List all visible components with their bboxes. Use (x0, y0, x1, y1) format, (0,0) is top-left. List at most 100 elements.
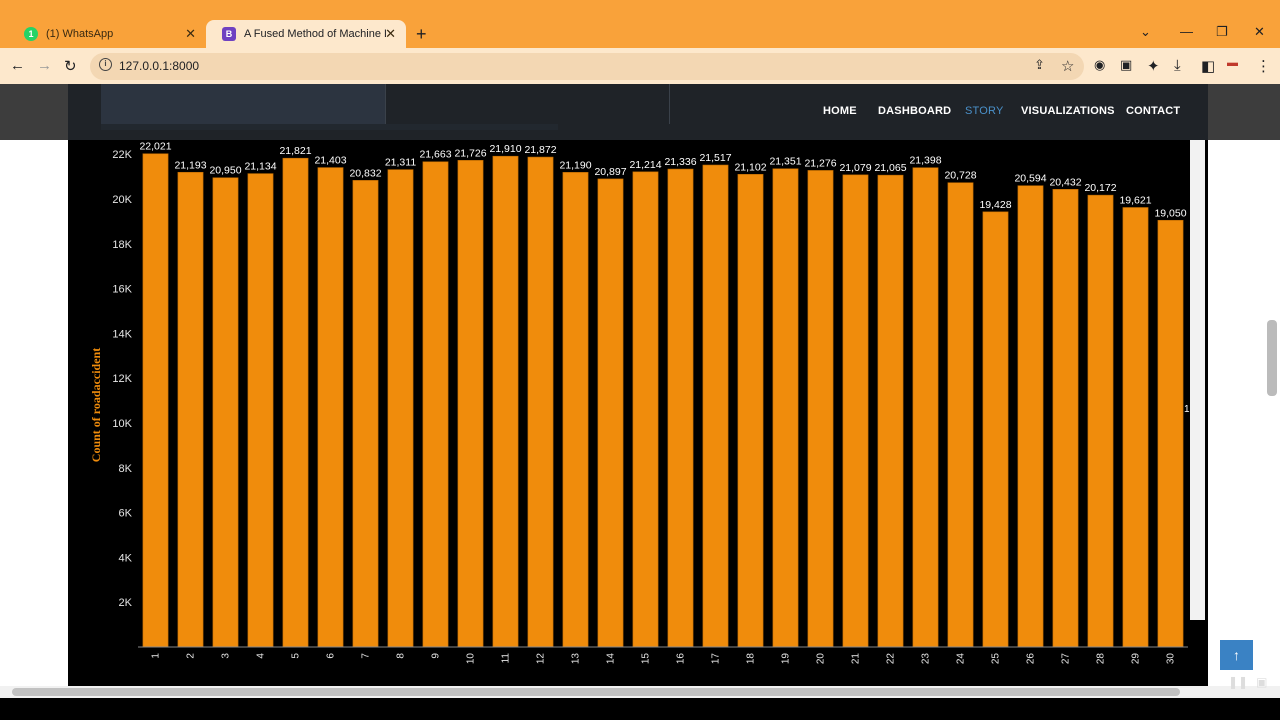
bar-6[interactable] (317, 167, 344, 648)
x-tick-label: 12 (536, 653, 547, 665)
x-tick-label: 4 (256, 653, 267, 659)
bar-7[interactable] (352, 180, 379, 648)
tab-fused-method[interactable]: B A Fused Method of Machine Lear ✕ (206, 20, 406, 48)
vertical-scrollbar[interactable] (1267, 320, 1277, 396)
bar-23[interactable] (912, 167, 939, 648)
extension-icon[interactable]: ▣ (1120, 57, 1133, 72)
nav-visualizations[interactable]: VISUALIZATIONS (1021, 105, 1115, 117)
x-tick-label: 9 (431, 653, 442, 659)
bar-17[interactable] (702, 164, 729, 648)
bookmark-star-icon[interactable]: ☆ (1061, 58, 1075, 75)
bar-21[interactable] (842, 174, 869, 648)
side-panel-icon[interactable]: ◧ (1201, 58, 1216, 75)
data-label: 19,428 (979, 199, 1011, 211)
nav-contact[interactable]: CONTACT (1126, 105, 1181, 117)
x-tick-label: 21 (851, 653, 862, 665)
x-tick-label: 7 (361, 653, 372, 659)
pause-icon[interactable]: ❚❚ (1228, 675, 1249, 689)
x-tick-label: 27 (1061, 653, 1072, 665)
puzzle-extensions-icon[interactable]: ✦ (1147, 58, 1160, 75)
bar-12[interactable] (527, 156, 554, 648)
scroll-to-top-button[interactable]: ↑ (1220, 640, 1253, 670)
data-label: 19,621 (1119, 194, 1151, 206)
x-tick-label: 25 (991, 653, 1002, 665)
picture-in-picture-icon[interactable]: ▣ (1256, 675, 1268, 689)
data-label: 21,214 (629, 159, 661, 171)
arrow-up-icon: ↑ (1233, 647, 1240, 663)
share-icon[interactable]: ⇪ (1034, 57, 1045, 72)
bar-29[interactable] (1122, 207, 1149, 648)
bar-26[interactable] (1017, 185, 1044, 648)
bar-10[interactable] (457, 160, 484, 648)
reload-icon[interactable]: ↻ (64, 58, 77, 75)
profile-badge-icon[interactable]: ▬ (1227, 57, 1238, 69)
data-label: 21,276 (804, 157, 836, 169)
bar-1[interactable] (142, 153, 169, 648)
restore-icon[interactable]: ❐ (1216, 24, 1228, 39)
bar-20[interactable] (807, 170, 834, 648)
menu-kebab-icon[interactable]: ⋮ (1256, 58, 1271, 75)
header-divider (669, 84, 670, 124)
data-label: 21,398 (909, 155, 941, 167)
bar-18[interactable] (737, 174, 764, 648)
bar-8[interactable] (387, 169, 414, 648)
y-tick-label: 14K (112, 328, 132, 340)
close-window-icon[interactable]: ✕ (1254, 24, 1265, 39)
bar-27[interactable] (1052, 189, 1079, 648)
url-text[interactable]: 127.0.0.1:8000 (119, 59, 200, 73)
video-player-controls: ❚❚ ▣ (1222, 670, 1276, 694)
tab-whatsapp[interactable]: 1 (1) WhatsApp ✕ (8, 20, 206, 48)
tab-search-icon[interactable]: ⌄ (1140, 24, 1151, 39)
extension-panda-icon[interactable]: ◉ (1094, 57, 1106, 72)
bar-15[interactable] (632, 171, 659, 648)
data-label: 19,050 (1154, 207, 1186, 219)
data-label: 20,832 (349, 167, 381, 179)
x-tick-label: 29 (1131, 653, 1142, 665)
nav-home[interactable]: HOME (823, 105, 857, 117)
bar-4[interactable] (247, 173, 274, 648)
y-tick-label: 4K (119, 552, 133, 564)
y-tick-label: 8K (119, 463, 133, 475)
minimize-icon[interactable]: — (1180, 24, 1193, 39)
bar-19[interactable] (772, 168, 799, 648)
close-tab-icon[interactable]: ✕ (385, 26, 396, 41)
x-axis: 1 2 3 4 5 6 7 8 9 10 11 12 13 14 15 16 17 18 19 20 21 22 23 24 2… (138, 646, 1188, 665)
bar-9[interactable] (422, 161, 449, 648)
y-tick-label: 12K (112, 373, 132, 385)
bar-24[interactable] (947, 182, 974, 648)
horizontal-scrollbar[interactable] (12, 688, 1180, 696)
y-tick-label: 20K (112, 194, 132, 206)
nav-dashboard[interactable]: DASHBOARD (878, 105, 952, 117)
x-tick-label: 26 (1026, 653, 1037, 665)
bar-30[interactable] (1157, 219, 1184, 648)
bar-25[interactable] (982, 211, 1009, 648)
bar-5[interactable] (282, 157, 309, 648)
address-bar[interactable] (90, 53, 1084, 80)
back-icon[interactable]: ← (10, 57, 25, 74)
data-label: 22,021 (139, 141, 171, 153)
bar-2[interactable] (177, 171, 204, 648)
data-label: 21,403 (314, 155, 346, 167)
bar-13[interactable] (562, 172, 589, 648)
bar-16[interactable] (667, 168, 694, 648)
bar-22[interactable] (877, 174, 904, 648)
site-info-icon[interactable]: i (99, 58, 112, 71)
close-tab-icon[interactable]: ✕ (185, 26, 196, 41)
forward-icon[interactable]: → (37, 57, 52, 74)
bar-28[interactable] (1087, 194, 1114, 648)
x-tick-label: 13 (571, 653, 582, 665)
data-label: 21,336 (664, 156, 696, 168)
y-tick-label: 22K (112, 149, 132, 161)
nav-story[interactable]: STORY (965, 105, 1004, 117)
tab-label: A Fused Method of Machine Lear (244, 28, 386, 40)
data-label: 21,102 (734, 161, 766, 173)
x-tick-label: 1 (151, 653, 162, 659)
x-tick-label: 8 (396, 653, 407, 659)
download-icon[interactable]: ⤓ (1174, 57, 1181, 74)
new-tab-icon[interactable]: + (416, 24, 427, 44)
bar-11[interactable] (492, 155, 519, 648)
bar-3[interactable] (212, 177, 239, 648)
bar-14[interactable] (597, 178, 624, 648)
